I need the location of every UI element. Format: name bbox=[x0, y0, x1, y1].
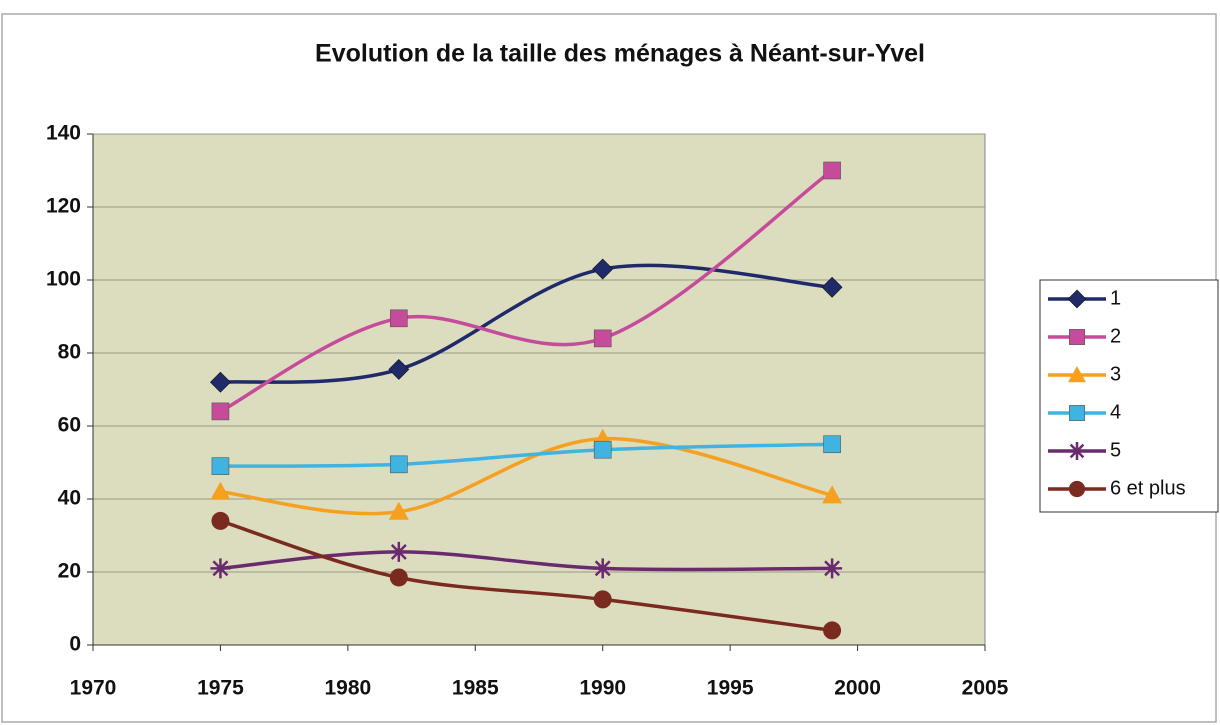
x-tick-label: 1995 bbox=[707, 677, 754, 700]
y-tick-label: 60 bbox=[58, 414, 81, 437]
marker bbox=[388, 501, 409, 520]
marker bbox=[390, 309, 408, 328]
legend-label: 2 bbox=[1110, 325, 1121, 347]
y-tick-label: 80 bbox=[58, 341, 81, 364]
series-line bbox=[220, 442, 833, 468]
x-tick-label: 1970 bbox=[70, 677, 117, 700]
marker bbox=[210, 558, 231, 579]
y-tick-label: 140 bbox=[46, 122, 81, 145]
series-line bbox=[220, 550, 833, 572]
marker bbox=[1068, 366, 1086, 383]
x-tick-label: 2000 bbox=[834, 677, 881, 700]
marker bbox=[593, 329, 612, 348]
marker bbox=[823, 621, 842, 640]
marker bbox=[388, 359, 410, 380]
y-tick-label: 120 bbox=[46, 195, 81, 218]
marker bbox=[1069, 405, 1085, 421]
series-line bbox=[220, 437, 833, 516]
marker bbox=[211, 457, 230, 475]
series-line bbox=[219, 169, 834, 413]
x-tick-label: 1975 bbox=[197, 677, 244, 700]
legend-label: 6 et plus bbox=[1110, 477, 1186, 499]
marker bbox=[210, 371, 231, 393]
legend-label: 5 bbox=[1110, 439, 1121, 461]
y-tick-label: 40 bbox=[58, 487, 81, 510]
x-tick-label: 2005 bbox=[962, 677, 1009, 700]
marker bbox=[592, 558, 613, 579]
x-tick-label: 1990 bbox=[579, 677, 626, 700]
marker bbox=[823, 435, 841, 454]
marker bbox=[823, 161, 841, 180]
marker bbox=[1069, 329, 1085, 345]
marker bbox=[390, 455, 408, 474]
marker bbox=[593, 440, 612, 459]
marker bbox=[211, 511, 230, 530]
y-tick-label: 0 bbox=[69, 633, 81, 656]
marker bbox=[593, 590, 612, 609]
marker bbox=[389, 568, 408, 587]
marker bbox=[1068, 442, 1086, 460]
y-tick-label: 20 bbox=[58, 560, 81, 583]
series-line bbox=[220, 263, 833, 384]
marker bbox=[1067, 289, 1087, 309]
x-tick-label: 1985 bbox=[452, 677, 499, 700]
marker bbox=[821, 276, 843, 298]
marker bbox=[210, 481, 231, 500]
marker bbox=[388, 541, 409, 562]
marker bbox=[592, 258, 614, 280]
y-tick-label: 100 bbox=[46, 268, 81, 291]
marker bbox=[822, 485, 843, 504]
chart-title: Evolution de la taille des ménages à Néa… bbox=[315, 40, 925, 68]
legend-label: 1 bbox=[1110, 287, 1121, 309]
series-line bbox=[219, 519, 833, 633]
marker bbox=[822, 558, 843, 579]
x-tick-label: 1980 bbox=[324, 677, 371, 700]
legend-label: 4 bbox=[1110, 401, 1121, 423]
marker bbox=[211, 402, 230, 421]
legend-label: 3 bbox=[1110, 363, 1121, 385]
plot-area bbox=[92, 133, 986, 646]
marker bbox=[1068, 480, 1086, 498]
legend-box bbox=[1039, 279, 1219, 513]
